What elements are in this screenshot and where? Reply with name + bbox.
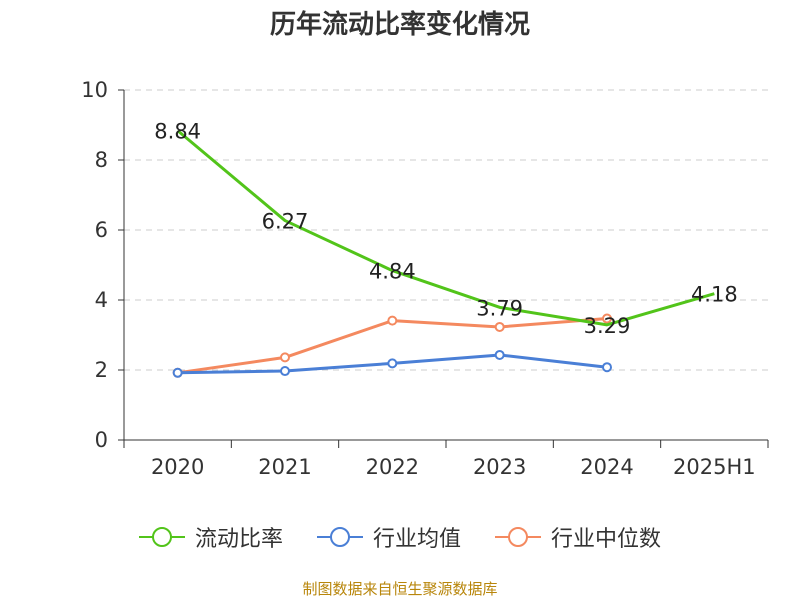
legend-line-circle-icon — [138, 527, 185, 547]
legend-label: 流动比率 — [194, 527, 283, 552]
x-tick-label: 2023 — [473, 455, 526, 479]
data-label: 8.84 — [154, 120, 201, 144]
y-tick-label: 8 — [95, 148, 108, 172]
legend-label: 行业中位数 — [551, 527, 662, 552]
y-tick-label: 10 — [81, 78, 108, 102]
legend-item-industry-median[interactable]: 行业中位数 — [495, 521, 661, 553]
legend-line-circle-icon — [316, 527, 363, 547]
y-tick-label: 2 — [95, 358, 108, 382]
x-tick-label: 2025H1 — [673, 455, 756, 479]
data-label: 6.27 — [262, 210, 309, 234]
data-point — [602, 313, 612, 324]
data-point — [494, 349, 505, 360]
data-point — [602, 362, 612, 373]
legend-line-circle-icon — [495, 527, 541, 547]
data-label: 4.84 — [369, 260, 416, 284]
y-tick-label: 0 — [95, 428, 108, 452]
data-point — [280, 366, 290, 377]
data-labels: 8.84 6.27 4.84 3.79 3.29 4.18 — [154, 120, 737, 338]
data-point — [172, 367, 183, 378]
axes: 0 2 4 6 8 10 2020 2021 2022 2023 2024 2025H1 — [81, 78, 769, 479]
legend-item-industry-mean[interactable]: 行业均值 — [316, 521, 461, 553]
series-line — [176, 129, 715, 327]
x-tick-label: 2022 — [366, 455, 419, 479]
chart-title: 历年流动比率变化情况 — [269, 10, 530, 40]
legend-label: 行业均值 — [372, 527, 461, 552]
data-label: 3.29 — [584, 314, 631, 338]
chart-legend: 流动比率 行业均值 行业中位数 — [0, 520, 800, 554]
series-lines — [172, 129, 715, 378]
source-note: 制图数据来自恒生聚源数据库 — [302, 580, 498, 598]
legend-item-current-ratio[interactable]: 流动比率 — [138, 521, 283, 553]
x-tick-label: 2020 — [151, 455, 204, 479]
y-tick-label: 6 — [95, 218, 108, 242]
x-tick-label: 2024 — [580, 455, 633, 479]
x-tick-label: 2021 — [258, 455, 311, 479]
data-point — [494, 321, 505, 332]
data-label: 3.79 — [476, 296, 523, 320]
data-point — [387, 315, 398, 326]
data-point — [387, 358, 398, 369]
grid-lines — [124, 89, 768, 371]
data-point — [280, 352, 290, 363]
data-label: 4.18 — [691, 283, 738, 307]
y-tick-label: 4 — [95, 288, 108, 312]
